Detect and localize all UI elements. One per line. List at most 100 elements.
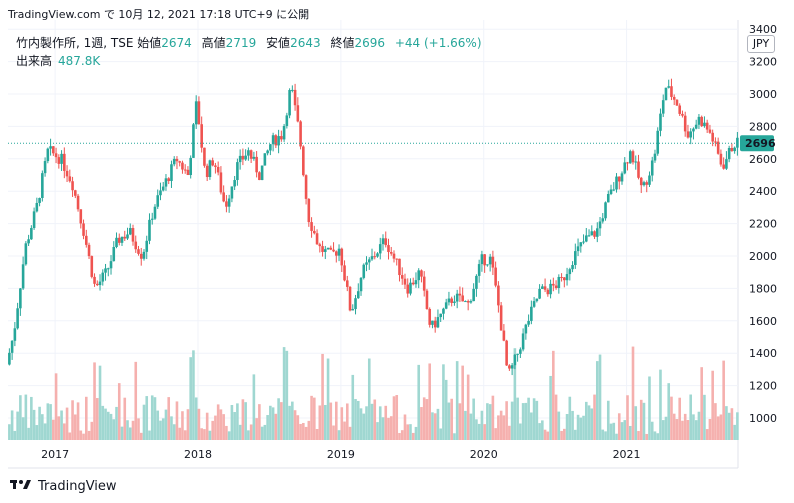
candle-body (337, 248, 341, 256)
volume-bar (227, 431, 231, 440)
candle-body (106, 268, 110, 270)
volume-bar (299, 423, 302, 440)
brand-footer[interactable]: TradingView (10, 478, 117, 494)
candle-body (233, 180, 236, 187)
volume-bar (604, 431, 607, 440)
candle-body (8, 352, 11, 365)
volume-bar (565, 414, 569, 440)
candle-body (730, 147, 734, 152)
volume-bar (41, 414, 44, 440)
candle-body (519, 349, 522, 354)
time-tick-label: 2021 (613, 448, 641, 461)
candle-body (370, 256, 374, 260)
candle-body (271, 135, 275, 145)
candle-body (247, 150, 250, 156)
volume-bar (579, 417, 583, 440)
candle-body (623, 162, 627, 174)
candle-body (494, 267, 497, 286)
candle-body (200, 124, 203, 148)
candle-body (725, 159, 728, 169)
candle-body (76, 195, 80, 210)
symbol-title[interactable]: 竹内製作所, 1週, TSE (16, 36, 134, 50)
volume-bar (420, 407, 423, 440)
volume-bar (450, 398, 453, 440)
volume-bar (98, 365, 102, 440)
volume-bar (79, 430, 83, 440)
volume-bar (27, 427, 30, 440)
candle-body (120, 236, 124, 243)
volume-legend: 出来高 487.8K (16, 52, 100, 69)
candle-body (137, 249, 140, 254)
candle-body (302, 146, 305, 176)
candle-body (43, 161, 47, 174)
volume-bar (376, 422, 379, 440)
candle-body (101, 272, 105, 282)
volume-bar (392, 396, 396, 440)
candle-body (225, 201, 228, 207)
candle-body (216, 166, 220, 173)
volume-bar (161, 418, 165, 440)
candle-body (617, 176, 621, 182)
volume-bar (409, 424, 412, 440)
candle-body (486, 264, 489, 266)
currency-button[interactable]: JPY (747, 35, 775, 53)
volume-bar (117, 383, 121, 440)
candle-body (513, 354, 517, 366)
volume-bar (150, 395, 154, 440)
price-tick-label: 3200 (749, 56, 777, 69)
candle-body (612, 189, 616, 191)
volume-bar (285, 350, 289, 440)
volume-bar (337, 430, 341, 440)
volume-bar (172, 424, 176, 440)
candle-body (348, 286, 352, 311)
volume-bar (332, 425, 335, 440)
volume-bar (521, 403, 525, 440)
volume-bar (692, 414, 695, 440)
volume-bar (128, 427, 132, 440)
volume-bar (686, 419, 690, 440)
volume-bar (214, 415, 217, 440)
volume-bar (60, 410, 63, 440)
candle-body (453, 301, 456, 303)
volume-bar (252, 374, 256, 440)
volume-bar (642, 402, 646, 440)
candle-body (65, 170, 69, 177)
volume-bar (280, 402, 283, 440)
volume-bar (194, 397, 198, 440)
candle-body (84, 235, 88, 245)
volume-bar (557, 411, 561, 440)
volume-bar (115, 406, 118, 440)
candle-body (134, 241, 138, 250)
volume-bar (650, 421, 654, 440)
candle-body (326, 247, 330, 250)
volume-bar (497, 415, 500, 440)
volume-bar (258, 404, 261, 440)
volume-bar (601, 429, 605, 440)
candle-body (131, 228, 135, 242)
volume-bar (716, 416, 720, 440)
price-tick-label: 1400 (749, 347, 777, 360)
candle-body (170, 164, 173, 181)
candle-body (444, 302, 448, 309)
candle-body (502, 330, 506, 341)
candle-body (230, 186, 234, 199)
price-tick-label: 2800 (749, 120, 777, 133)
volume-bar (74, 414, 77, 440)
volume-bar (266, 415, 269, 440)
volume-bar (197, 408, 201, 440)
volume-bar (208, 430, 212, 440)
candle-body (609, 189, 613, 195)
volume-bar (400, 430, 404, 440)
volume-bar (367, 358, 371, 440)
volume-bar (727, 412, 731, 440)
volume-bar (670, 396, 673, 440)
volume-bar (414, 426, 418, 440)
volume-bar (315, 429, 319, 440)
volume-bar (466, 374, 470, 440)
candle-body (475, 275, 478, 289)
volume-bar (236, 403, 239, 440)
volume-bar (260, 426, 264, 440)
volume-bar (486, 403, 489, 440)
volume-bar (334, 401, 338, 440)
